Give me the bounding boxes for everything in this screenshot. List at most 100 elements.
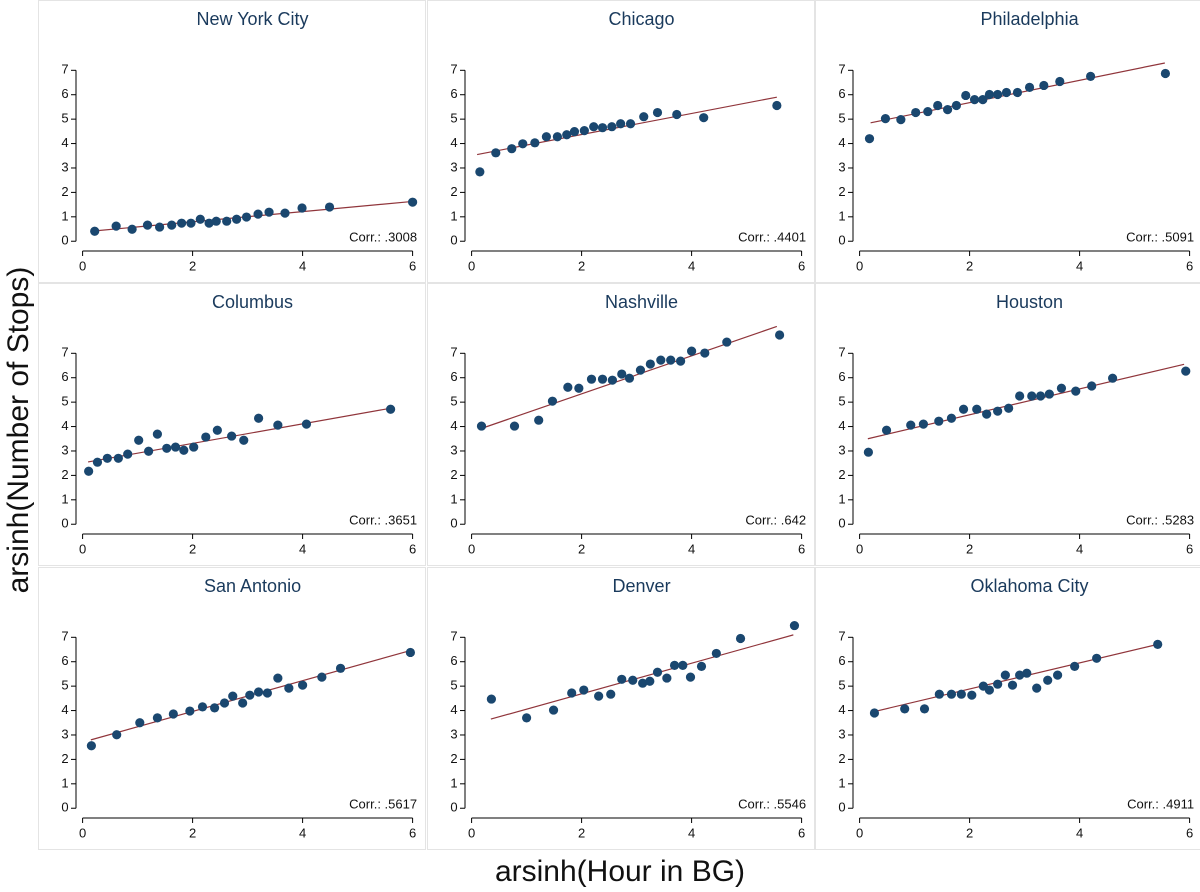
y-tick-label: 1 [450, 208, 457, 223]
x-tick-label: 6 [1186, 258, 1193, 273]
point [189, 442, 199, 452]
x-tick-label: 6 [798, 825, 805, 840]
annotation: Corr.: .4911 [1127, 796, 1194, 811]
fit-line [93, 200, 413, 232]
y-tick-label: 5 [450, 111, 457, 126]
point [656, 355, 666, 365]
point [254, 413, 264, 423]
point [135, 718, 145, 728]
annotation: Corr.: .5283 [1126, 512, 1194, 527]
x-tick-label: 0 [468, 825, 475, 840]
y-tick-label: 0 [61, 516, 68, 531]
x-tick-label: 6 [1186, 541, 1193, 556]
point [1000, 670, 1010, 680]
y-tick-label: 5 [838, 678, 845, 693]
y-tick-label: 2 [61, 751, 68, 766]
y-tick-label: 6 [838, 86, 845, 101]
point [616, 119, 626, 129]
y-tick-label: 3 [450, 442, 457, 457]
point [534, 415, 544, 425]
point [639, 112, 649, 122]
point [699, 113, 709, 123]
point [253, 209, 263, 219]
point [232, 214, 242, 224]
point [672, 109, 682, 120]
point [201, 432, 211, 442]
point [881, 425, 892, 435]
y-tick-label: 4 [61, 135, 68, 150]
point [597, 374, 608, 384]
point [227, 431, 237, 441]
y-tick-label: 7 [838, 62, 845, 77]
panel-frame [38, 0, 426, 283]
annotation: Corr.: .5546 [738, 796, 806, 811]
x-tick-label: 4 [688, 825, 695, 840]
point [1039, 80, 1049, 91]
y-tick-label: 0 [838, 800, 845, 815]
point [1007, 680, 1018, 690]
y-tick-label: 7 [838, 629, 845, 644]
y-tick-label: 6 [61, 369, 68, 384]
point [625, 119, 636, 129]
point [179, 445, 189, 455]
y-tick-label: 6 [838, 653, 845, 668]
point [1087, 381, 1097, 391]
point [685, 672, 696, 682]
annotation: Corr.: .4401 [738, 229, 806, 244]
point [1044, 389, 1054, 399]
fit-line [873, 644, 1157, 713]
point [1015, 670, 1025, 680]
x-tick-label: 2 [578, 825, 585, 840]
x-tick-label: 6 [409, 258, 416, 273]
point [152, 713, 162, 723]
point [918, 419, 929, 429]
point [486, 694, 496, 704]
x-tick-label: 4 [1076, 825, 1083, 840]
point [906, 420, 916, 430]
x-tick-label: 6 [798, 258, 805, 273]
point [239, 435, 249, 445]
x-tick-label: 2 [189, 258, 196, 273]
point [969, 95, 980, 105]
y-tick-label: 3 [61, 442, 68, 457]
point [102, 453, 112, 463]
panel-frame [427, 567, 815, 850]
point [972, 404, 982, 414]
point [1181, 366, 1191, 376]
point [978, 95, 988, 105]
y-tick-label: 2 [838, 751, 845, 766]
annotation: Corr.: .5617 [349, 796, 417, 811]
y-tick-label: 3 [450, 726, 457, 741]
x-tick-label: 0 [79, 541, 86, 556]
y-tick-label: 5 [61, 394, 68, 409]
point [541, 132, 552, 142]
point [864, 134, 875, 144]
y-axis-label: arsinh(Number of Stops) [2, 267, 35, 594]
x-tick-label: 4 [688, 541, 695, 556]
point [696, 661, 707, 671]
point [735, 633, 746, 644]
point [569, 126, 580, 137]
point [984, 89, 995, 100]
y-tick-label: 4 [61, 702, 68, 717]
point [123, 449, 133, 459]
point [552, 132, 563, 142]
y-tick-label: 4 [450, 135, 457, 150]
point [219, 698, 230, 708]
panel: Philadelphia 0 1 2 3 4 5 6 7 0 2 4 6 Corr.: .5091 [815, 0, 1200, 283]
point [168, 709, 178, 719]
point [1043, 675, 1053, 685]
point [666, 355, 676, 365]
point [1027, 391, 1037, 401]
point [185, 706, 195, 716]
point [946, 689, 957, 699]
panel-title: New York City [197, 9, 309, 29]
y-tick-label: 4 [838, 418, 845, 433]
point [982, 409, 992, 419]
panel-frame [815, 0, 1200, 283]
panel: Denver 0 1 2 3 4 5 6 7 0 2 4 6 Corr.: .5546 [427, 567, 815, 850]
x-tick-label: 6 [798, 541, 805, 556]
x-tick-label: 6 [409, 825, 416, 840]
y-tick-label: 2 [450, 184, 457, 199]
x-axis-label: arsinh(Hour in BG) [495, 855, 745, 888]
